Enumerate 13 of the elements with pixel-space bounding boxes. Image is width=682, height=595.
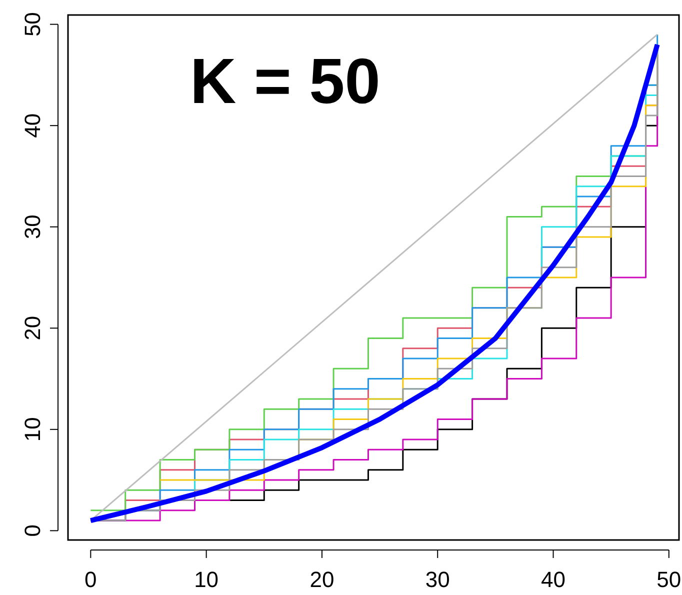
y-tick-label: 50 (20, 12, 45, 37)
x-tick-label: 30 (425, 567, 450, 592)
y-tick-label: 0 (20, 524, 45, 537)
y-tick-label: 30 (20, 214, 45, 240)
x-tick-label: 0 (84, 567, 97, 592)
annotation: K = 50 (190, 45, 380, 117)
x-tick-label: 10 (194, 567, 219, 592)
x-tick-label: 50 (656, 567, 682, 592)
y-tick-label: 20 (20, 316, 45, 340)
y-tick-label: 40 (20, 113, 45, 138)
x-tick-label: 20 (310, 567, 334, 592)
x-tick-label: 40 (541, 567, 566, 592)
y-tick-label: 10 (20, 417, 45, 442)
